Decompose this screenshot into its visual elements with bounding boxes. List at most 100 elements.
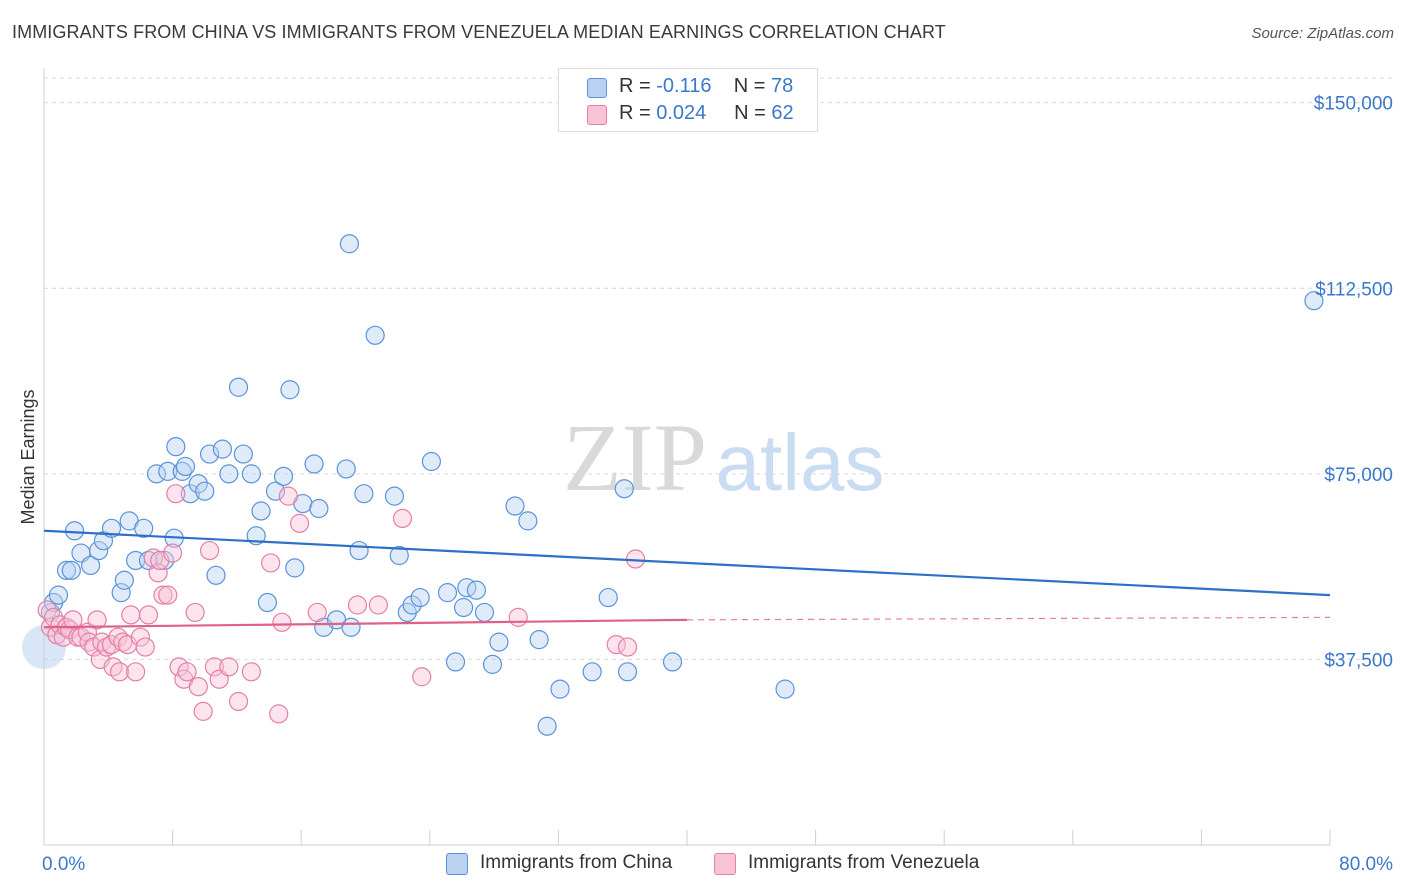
china-point (336, 459, 356, 479)
venezuela-point (103, 657, 123, 677)
china-point (354, 484, 374, 504)
china-point (233, 444, 253, 464)
x-tick-label-start: 0.0% (42, 854, 85, 875)
china-point (188, 474, 208, 494)
china-point (421, 451, 442, 472)
china-point (365, 325, 385, 345)
china-point (662, 652, 683, 672)
china-point (518, 511, 538, 531)
venezuela-point (307, 602, 327, 623)
china-point (199, 444, 220, 464)
china-point (304, 454, 324, 474)
china-swatch (446, 853, 468, 875)
venezuela-point (278, 486, 298, 506)
venezuela-point (166, 484, 186, 504)
legend-r-value-china: -0.116 (656, 75, 712, 97)
venezuela-point (153, 585, 173, 605)
venezuela-point (185, 602, 205, 623)
china-point (537, 716, 557, 736)
venezuela-point (606, 634, 626, 655)
venezuela-point (148, 563, 168, 583)
china-point (134, 518, 154, 538)
china-point (180, 484, 200, 504)
venezuela-point (269, 704, 289, 724)
venezuela-point (241, 662, 261, 682)
china-point (251, 501, 271, 521)
china-series (22, 234, 1324, 736)
venezuela-point (121, 605, 141, 625)
gridlines (44, 77, 1395, 660)
venezuela-point (199, 540, 220, 561)
china-point (111, 583, 131, 603)
venezuela-trend-extension (686, 616, 1331, 621)
venezuela-point (109, 662, 130, 682)
venezuela-point (130, 627, 151, 647)
y-tick-label: $75,000 (1324, 465, 1393, 486)
china-point (466, 580, 487, 600)
china-point (402, 595, 422, 615)
china-point (598, 587, 618, 608)
venezuela-point (368, 595, 388, 615)
venezuela-point (193, 701, 213, 721)
china-point (195, 481, 215, 501)
venezuela-point (158, 585, 178, 605)
china-point (389, 545, 409, 566)
y-tick-label: $37,500 (1324, 650, 1393, 671)
china-point (285, 558, 305, 578)
china-point (56, 560, 77, 580)
venezuela-point (219, 657, 239, 677)
china-point (219, 464, 239, 484)
watermark: ZIP atlas (563, 404, 884, 511)
china-point (437, 583, 458, 603)
venezuela-point (101, 634, 122, 655)
venezuela-point (135, 637, 155, 657)
watermark-zip: ZIP (563, 404, 707, 511)
china-point (154, 550, 175, 571)
venezuela-point (508, 607, 528, 627)
venezuela-point (63, 610, 83, 630)
china-point (341, 617, 361, 637)
china-point (81, 555, 101, 576)
legend-n-label: N = (734, 102, 772, 124)
china-point (273, 466, 294, 486)
china-point (257, 592, 278, 613)
watermark-atlas: atlas (716, 418, 885, 507)
china-point (61, 560, 81, 580)
bottom-legend-china-label: Immigrants from China (480, 852, 673, 873)
china-point (206, 565, 226, 585)
x-tick-label-end: 80.0% (1339, 854, 1393, 875)
china-point (339, 234, 360, 254)
china-trend-line (43, 529, 1331, 597)
legend-r-label: R = (619, 75, 657, 97)
china-point (550, 679, 570, 699)
china-point (280, 380, 300, 400)
y-axis-label: Median Earnings (18, 389, 38, 524)
correlation-legend: R = -0.116 N = 78 R = 0.024 N = 62 (558, 68, 818, 132)
venezuela-point (126, 662, 146, 682)
venezuela-swatch (714, 853, 736, 875)
china-point (228, 377, 249, 397)
china-point (505, 496, 525, 516)
venezuela-point (87, 610, 107, 630)
venezuela-series (37, 484, 646, 724)
china-point (582, 662, 602, 682)
legend-n-value-venezuela: 62 (771, 102, 794, 124)
china-point (482, 654, 503, 674)
china-point (453, 597, 474, 618)
china-point (48, 585, 69, 605)
axes (43, 68, 1331, 846)
y-tick-label: $150,000 (1314, 94, 1393, 115)
china-point (158, 461, 178, 481)
china-point (489, 632, 509, 652)
venezuela-point (163, 543, 183, 563)
bottom-legend-venezuela-label: Immigrants from Venezuela (748, 852, 980, 873)
china-point (445, 652, 466, 672)
china-point (146, 464, 167, 484)
legend-r-value-venezuela: 0.024 (656, 102, 707, 124)
china-point (410, 587, 430, 608)
china-point (529, 630, 549, 650)
china-point (114, 570, 134, 590)
china-point (212, 439, 233, 459)
china-point (166, 437, 186, 457)
venezuela-point (228, 691, 249, 712)
